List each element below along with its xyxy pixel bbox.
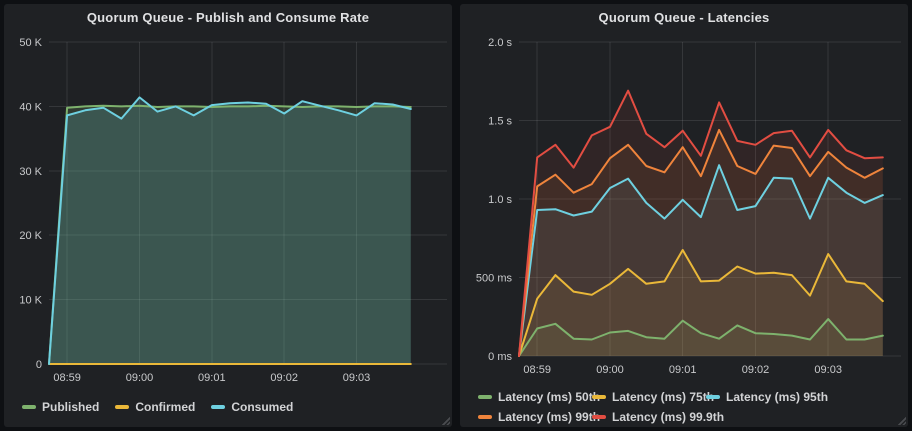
series-area-latency-ms-99th bbox=[519, 129, 883, 356]
series-line-latency-ms-95th bbox=[518, 164, 884, 357]
legend-label: Latency (ms) 99th bbox=[498, 410, 601, 424]
x-tick-label: 09:03 bbox=[343, 372, 371, 384]
legend-swatch-icon bbox=[22, 405, 36, 409]
series-line-latency-ms-50th bbox=[518, 318, 884, 357]
legend-item-confirmed[interactable]: Confirmed bbox=[115, 397, 195, 417]
legend-swatch-icon bbox=[478, 415, 492, 419]
legend-item-latency-ms-99th[interactable]: Latency (ms) 99th bbox=[478, 407, 600, 427]
x-tick-label: 09:01 bbox=[198, 372, 226, 384]
legend-label: Confirmed bbox=[135, 400, 196, 414]
x-tick-label: 09:02 bbox=[742, 364, 770, 376]
y-tick-label: 10 K bbox=[19, 295, 42, 307]
legend-label: Published bbox=[42, 400, 100, 414]
x-tick-label: 09:00 bbox=[126, 372, 154, 384]
series-line-published bbox=[48, 104, 412, 365]
legend: Latency (ms) 50th Latency (ms) 75th Latenc… bbox=[460, 386, 908, 427]
x-tick-label: 08:59 bbox=[523, 364, 551, 376]
y-tick-label: 50 K bbox=[19, 37, 42, 49]
legend-swatch-icon bbox=[211, 405, 226, 409]
x-tick-label: 09:00 bbox=[596, 364, 624, 376]
legend-label: Latency (ms) 95th bbox=[726, 390, 829, 404]
series-line-latency-ms-75th bbox=[518, 249, 884, 357]
legend-swatch-icon bbox=[478, 395, 492, 399]
legend-item-latency-ms-50th[interactable]: Latency (ms) 50th bbox=[478, 387, 600, 407]
y-tick-label: 500 ms bbox=[476, 273, 513, 285]
y-tick-label: 1.5 s bbox=[488, 116, 512, 128]
legend-label: Latency (ms) 99.9th bbox=[612, 410, 725, 424]
y-tick-label: 40 K bbox=[19, 101, 42, 113]
legend-item-latency-ms-95th[interactable]: Latency (ms) 95th bbox=[706, 387, 828, 407]
legend-swatch-icon bbox=[115, 405, 130, 409]
y-tick-label: 0 bbox=[36, 359, 42, 371]
legend-swatch-icon bbox=[706, 395, 720, 399]
x-tick-label: 09:03 bbox=[814, 364, 842, 376]
series-area-latency-ms-95th bbox=[519, 165, 883, 356]
legend-item-latency-ms-75th[interactable]: Latency (ms) 75th bbox=[592, 387, 714, 407]
legend-label: Latency (ms) 50th bbox=[498, 390, 601, 404]
legend-swatch-icon bbox=[592, 395, 606, 399]
x-tick-label: 09:01 bbox=[669, 364, 697, 376]
panel-title[interactable]: Quorum Queue - Publish and Consume Rate bbox=[86, 10, 370, 25]
panel-publish-consume-rate: Quorum Queue - Publish and Consume Rate … bbox=[4, 4, 452, 427]
y-tick-label: 20 K bbox=[19, 230, 42, 242]
series-line-latency-ms-99th bbox=[518, 128, 884, 357]
series-area-consumed bbox=[49, 97, 411, 365]
series-line-latency-ms-99-9th bbox=[518, 89, 884, 357]
legend: Published Confirmed Consumed bbox=[4, 396, 452, 427]
panel-resize-handle[interactable] bbox=[897, 416, 906, 425]
legend-item-consumed[interactable]: Consumed bbox=[211, 397, 293, 417]
publish-consume-rate-chart: 0 10 K 20 K 30 K 40 K 50 K 08:59 09:00 09:01 09:0… bbox=[19, 37, 447, 384]
legend-label: Consumed bbox=[231, 400, 294, 414]
y-tick-label: 0 ms bbox=[488, 351, 512, 363]
panel-title[interactable]: Quorum Queue - Latencies bbox=[598, 10, 770, 25]
series-area-latency-ms-50th bbox=[519, 319, 883, 356]
y-tick-label: 2.0 s bbox=[488, 37, 512, 49]
x-tick-label: 09:02 bbox=[270, 372, 298, 384]
panel-resize-handle[interactable] bbox=[441, 416, 450, 425]
latencies-chart: 0 ms 500 ms 1.0 s 1.5 s 2.0 s 08:59 09:00 09:01… bbox=[476, 37, 901, 376]
panel-latencies: Quorum Queue - Latencies 0 ms 500 ms 1.0 s… bbox=[460, 4, 908, 427]
legend-item-published[interactable]: Published bbox=[22, 397, 99, 417]
series-area-published bbox=[49, 105, 411, 365]
y-tick-label: 1.0 s bbox=[488, 194, 512, 206]
legend-item-latency-ms-99-9th[interactable]: Latency (ms) 99.9th bbox=[592, 407, 724, 427]
x-tick-label: 08:59 bbox=[53, 372, 81, 384]
legend-swatch-icon bbox=[592, 415, 606, 419]
y-tick-label: 30 K bbox=[19, 166, 42, 178]
series-line-consumed bbox=[48, 96, 412, 365]
legend-label: Latency (ms) 75th bbox=[612, 390, 715, 404]
